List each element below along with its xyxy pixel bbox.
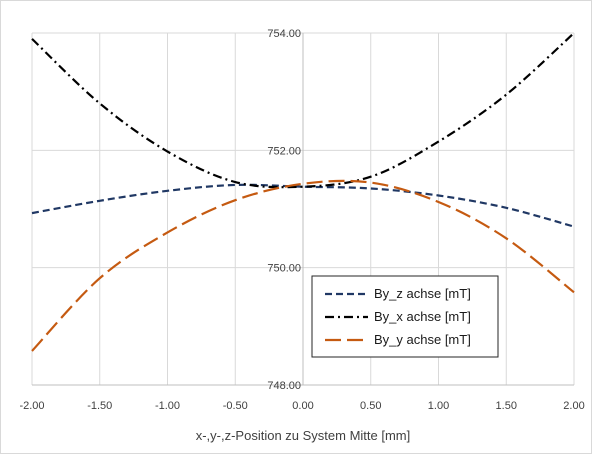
- series-line-2: [31, 32, 575, 189]
- y-tick-label: 748.00: [267, 380, 301, 392]
- x-tick-label: 0.00: [292, 400, 313, 412]
- x-tick-label: -1.00: [155, 400, 180, 412]
- x-axis-title: x-,y-,z-Position zu System Mitte [mm]: [196, 428, 411, 443]
- x-tick-label: -1.50: [87, 400, 112, 412]
- legend: By_z achse [mT] By_x achse [mT] By_y achse…: [311, 275, 499, 358]
- x-tick-label: -2.00: [19, 400, 44, 412]
- legend-label-1: By_z achse [mT]: [374, 286, 471, 301]
- x-tick-label: 0.50: [360, 400, 381, 412]
- legend-box: [311, 275, 499, 358]
- x-tick-label: 1.00: [428, 400, 449, 412]
- axes: [32, 33, 574, 386]
- x-tick-label: 2.00: [563, 400, 584, 412]
- tick-labels: -2.00 -1.50 -1.00 -0.50 0.00 0.50 1.00 1.50 2.00…: [19, 28, 584, 412]
- x-tick-label: -0.50: [223, 400, 248, 412]
- series-line-1: [31, 183, 575, 228]
- series-line-3: [31, 179, 575, 352]
- y-tick-label: 750.00: [267, 263, 301, 275]
- y-tick-label: 754.00: [267, 28, 301, 40]
- y-tick-label: 752.00: [267, 145, 301, 157]
- x-tick-label: 1.50: [496, 400, 517, 412]
- series-lines: [31, 32, 575, 352]
- legend-label-3: By_y achse [mT]: [374, 332, 471, 347]
- legend-label-2: By_x achse [mT]: [374, 309, 471, 324]
